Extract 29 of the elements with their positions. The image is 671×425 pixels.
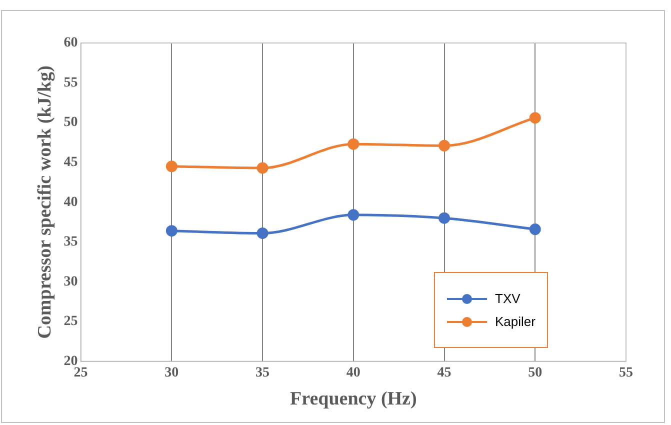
point bbox=[438, 140, 450, 152]
y-tick-label: 45 bbox=[64, 155, 78, 170]
x-tick-label: 30 bbox=[164, 365, 179, 380]
point bbox=[166, 225, 178, 237]
y-tick-label: 55 bbox=[64, 75, 78, 90]
x-tick-label: 55 bbox=[619, 365, 633, 380]
y-axis-title: Compressor specific work (kJ/kg) bbox=[34, 66, 56, 339]
point bbox=[348, 209, 360, 221]
legend-label: TXV bbox=[495, 291, 520, 306]
legend-label: Kapiler bbox=[495, 314, 536, 329]
x-tick-label: 40 bbox=[346, 365, 360, 380]
y-tick-label: 35 bbox=[64, 234, 78, 250]
point bbox=[529, 224, 541, 236]
y-tick-label: 50 bbox=[64, 115, 78, 130]
point bbox=[166, 160, 178, 172]
x-tick-label: 35 bbox=[256, 365, 270, 380]
point bbox=[529, 112, 541, 124]
y-tick-label: 40 bbox=[64, 194, 78, 210]
x-tick-label: 25 bbox=[74, 365, 88, 380]
y-tick-label: 30 bbox=[64, 274, 78, 290]
x-tick-label: 50 bbox=[528, 365, 542, 380]
point bbox=[256, 162, 268, 174]
y-tick-label: 25 bbox=[64, 314, 78, 330]
point bbox=[256, 227, 268, 239]
x-tick-label: 45 bbox=[437, 365, 452, 380]
y-tick-label: 60 bbox=[64, 36, 78, 51]
x-axis-title: Frequency (Hz) bbox=[290, 388, 417, 410]
point bbox=[348, 138, 360, 150]
point bbox=[438, 212, 450, 224]
